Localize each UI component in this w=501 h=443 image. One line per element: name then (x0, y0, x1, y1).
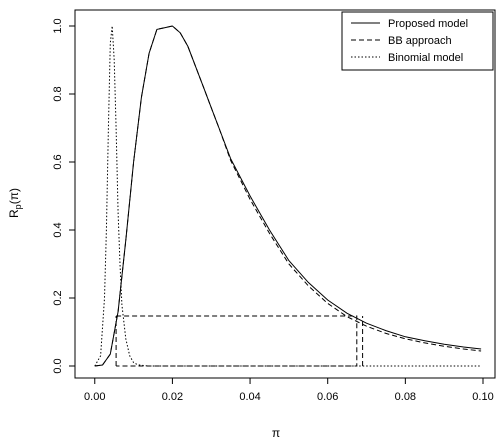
series-layer (94, 25, 482, 367)
cutoff-line-0 (116, 315, 358, 367)
x-tick-label-3: 0.06 (317, 391, 338, 403)
x-tick-label-2: 0.04 (239, 391, 260, 403)
y-axis-title-rest: (π) (7, 188, 21, 204)
series-line-2 (94, 25, 482, 367)
legend-label-1: BB approach (388, 35, 452, 47)
x-tick-label-4: 0.08 (395, 391, 416, 403)
x-tick-label-1: 0.02 (162, 391, 183, 403)
y-axis-title-main: R (7, 209, 21, 218)
x-tick-label-0: 0.00 (84, 391, 105, 403)
y-axis: 0.0 0.2 0.4 0.6 0.8 1.0 (52, 18, 76, 374)
y-tick-label-2: 0.4 (52, 222, 64, 237)
legend-label-2: Binomial model (388, 52, 463, 64)
y-tick-label-0: 0.0 (52, 358, 64, 373)
svg-text:Rp(π): Rp(π) (7, 188, 23, 218)
y-tick-label-5: 1.0 (52, 18, 64, 33)
x-axis: 0.00 0.02 0.04 0.06 0.08 0.10 (84, 377, 494, 403)
y-tick-label-4: 0.8 (52, 86, 64, 101)
legend-label-0: Proposed model (388, 18, 468, 30)
y-axis-title-sub: p (13, 204, 23, 209)
x-tick-label-5: 0.10 (472, 391, 493, 403)
series-line-0 (94, 25, 482, 367)
legend-box (341, 11, 494, 71)
y-axis-title: Rp(π) (7, 188, 23, 218)
y-tick-label-3: 0.6 (52, 154, 64, 169)
series-line-1 (94, 25, 482, 367)
y-tick-label-1: 0.2 (52, 290, 64, 305)
legend: Proposed model BB approach Binomial model (341, 11, 494, 71)
cutoff-layer (115, 315, 364, 367)
x-axis-title: π (272, 426, 280, 440)
